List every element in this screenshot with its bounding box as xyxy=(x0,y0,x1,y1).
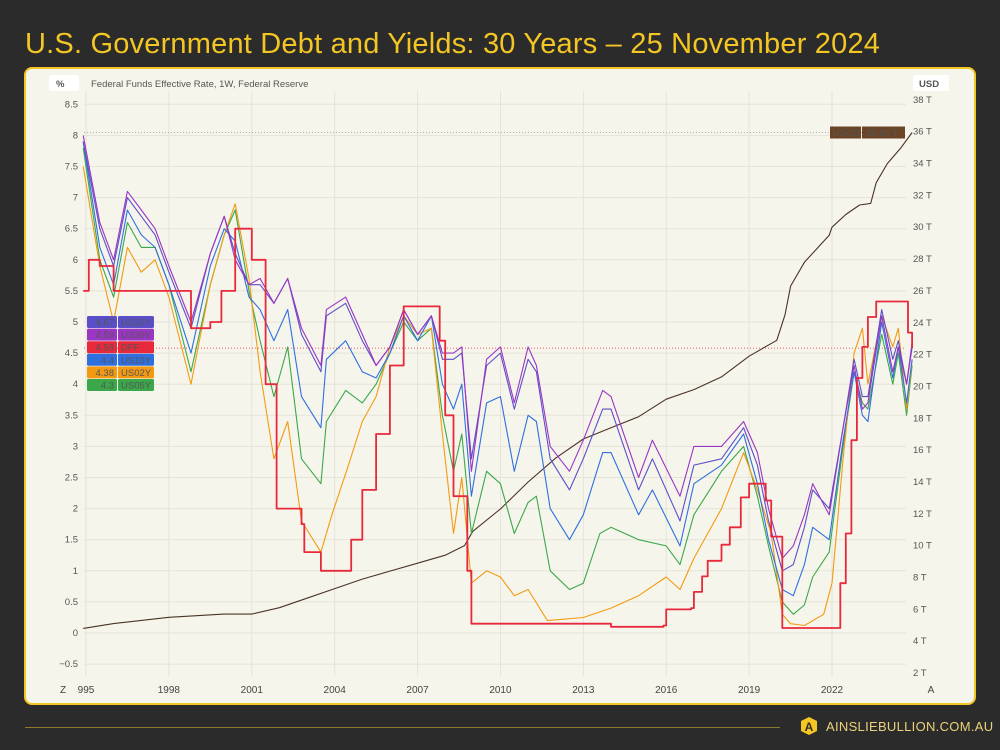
series-name-badge-bg xyxy=(118,366,154,379)
x-axis-right-corner: A xyxy=(928,685,935,696)
series-line-us10y xyxy=(82,141,913,597)
page-title: U.S. Government Debt and Yields: 30 Year… xyxy=(25,28,881,60)
legend-text: Federal Funds Effective Rate, 1W, Federa… xyxy=(91,79,308,90)
footer-divider xyxy=(25,727,780,728)
usgd-value-badge-bg xyxy=(862,126,905,139)
right-tick-label: 14 T xyxy=(913,477,932,488)
left-tick-label: 5 xyxy=(73,317,78,328)
value-badge-bg xyxy=(87,379,117,391)
series-name-badge-us20y: US20Y xyxy=(121,318,152,329)
left-tick-label: 6 xyxy=(73,255,78,266)
left-tick-label: 5.5 xyxy=(65,286,78,297)
x-tick-label: 2019 xyxy=(738,685,761,696)
series-line-us20y xyxy=(82,141,913,572)
series-name-badge-us05y: US05Y xyxy=(121,381,152,392)
value-badge-bg xyxy=(87,353,117,366)
x-tick-label: 2007 xyxy=(406,685,429,696)
brand-url[interactable]: AINSLIEBULLION.COM.AU xyxy=(826,718,994,734)
series-name-badge-bg xyxy=(118,353,154,366)
right-tick-label: 12 T xyxy=(913,509,932,520)
series-line-us05y xyxy=(82,147,913,615)
x-tick-label: 2010 xyxy=(489,685,512,696)
right-tick-label: 8 T xyxy=(913,572,927,583)
left-tick-label: 0.5 xyxy=(65,597,78,608)
series-name-badge-bg xyxy=(118,328,154,341)
series-line-usgd xyxy=(83,132,913,629)
value-badge-bg xyxy=(87,341,117,354)
right-unit-box xyxy=(913,75,949,91)
value-badge-us05y: 4.3 xyxy=(101,381,114,392)
left-tick-label: 8.5 xyxy=(65,99,78,110)
series-line-us30y xyxy=(82,135,913,559)
right-tick-label: 36 T xyxy=(913,127,932,138)
right-tick-label: 4 T xyxy=(913,636,927,647)
x-tick-label: 1998 xyxy=(158,685,181,696)
left-tick-label: 3 xyxy=(73,441,78,452)
ainslie-logo-icon: A xyxy=(801,717,817,735)
series-name-badge-bg xyxy=(118,316,154,328)
series-name-badge-bg xyxy=(118,379,154,391)
series-line-dff xyxy=(83,227,913,629)
left-tick-label: 0 xyxy=(73,628,78,639)
right-tick-label: 38 T xyxy=(913,95,932,106)
right-tick-label: 2 T xyxy=(913,668,927,679)
left-tick-label: 8 xyxy=(73,130,78,141)
chart: 8.5 8 7.5 7 6.5 6 5.5 5 4.5 4 3.5 3 2.5 2 1.5 1 0.5 0 −0.5… xyxy=(49,75,949,696)
value-badge-bg xyxy=(87,366,117,379)
left-tick-label: 7.5 xyxy=(65,162,78,173)
left-tick-label: 4 xyxy=(73,379,78,390)
series-name-badge-us02y: US02Y xyxy=(121,368,152,379)
value-badge-us30y: 4.59 xyxy=(96,330,115,341)
left-tick-label: 1.5 xyxy=(65,535,78,546)
x-tick-label: 2001 xyxy=(241,685,264,696)
series-line-us02y xyxy=(82,166,913,627)
right-tick-label: 26 T xyxy=(913,286,932,297)
left-tick-label: 3.5 xyxy=(65,410,78,421)
x-axis-left-corner: Z xyxy=(60,685,66,696)
right-tick-label: 10 T xyxy=(913,541,932,552)
series-name-badge-us10y: US10Y xyxy=(121,355,152,366)
series-name-badge-bg xyxy=(118,341,154,354)
right-tick-label: 6 T xyxy=(913,604,927,615)
series-name-badge-us30y: US30Y xyxy=(121,330,152,341)
left-unit-box xyxy=(49,75,79,91)
usgd-name-badge: USGD xyxy=(833,128,861,139)
usgd-value-badge: 35.95 T xyxy=(866,128,898,139)
right-tick-label: 30 T xyxy=(913,222,932,233)
value-badge-dff: 4.58 xyxy=(96,343,115,354)
value-badge-bg xyxy=(87,316,117,328)
value-badge-bg xyxy=(87,328,117,341)
brand[interactable]: A AINSLIEBULLION.COM.AU xyxy=(800,716,993,736)
x-tick-label: 2022 xyxy=(821,685,844,696)
left-tick-label: −0.5 xyxy=(59,659,78,670)
value-badge-us10y: 4.4 xyxy=(101,355,114,366)
right-tick-label: 22 T xyxy=(913,350,932,361)
right-tick-label: 16 T xyxy=(913,445,932,456)
left-tick-label: 7 xyxy=(73,193,78,204)
right-tick-label: 18 T xyxy=(913,413,932,424)
right-tick-label: 24 T xyxy=(913,318,932,329)
right-axis-unit: USD xyxy=(919,79,939,90)
right-tick-label: 34 T xyxy=(913,159,932,170)
right-tick-label: 28 T xyxy=(913,254,932,265)
left-tick-label: 1 xyxy=(73,566,78,577)
left-axis-unit: % xyxy=(56,79,65,90)
usgd-name-badge-bg xyxy=(830,126,861,139)
left-tick-label: 6.5 xyxy=(65,224,78,235)
x-tick-label: 2016 xyxy=(655,685,678,696)
value-badge-us02y: 4.38 xyxy=(96,368,115,379)
value-badge-us20y: 4.67 xyxy=(96,318,115,329)
x-tick-label: 2004 xyxy=(324,685,347,696)
right-tick-label: 32 T xyxy=(913,190,932,201)
series-name-badge-dff: DFF xyxy=(121,343,140,354)
x-tick-label: 2013 xyxy=(572,685,595,696)
left-tick-label: 2 xyxy=(73,504,78,515)
left-tick-label: 2.5 xyxy=(65,473,78,484)
x-tick-label: 995 xyxy=(78,685,95,696)
right-tick-label: 20 T xyxy=(913,381,932,392)
chart-panel: 8.5 8 7.5 7 6.5 6 5.5 5 4.5 4 3.5 3 2.5 2 1.5 1 0.5 0 −0.5… xyxy=(24,67,976,705)
svg-text:A: A xyxy=(805,720,814,734)
left-tick-label: 4.5 xyxy=(65,348,78,359)
